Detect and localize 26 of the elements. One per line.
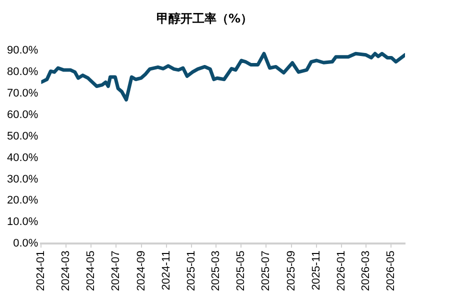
x-tick-label: 2025-01 <box>186 250 198 292</box>
y-tick-label: 40.0% <box>6 152 38 164</box>
x-tick-label: 2025-03 <box>210 250 222 292</box>
y-tick-label: 50.0% <box>6 130 38 142</box>
x-tick-label: 2024-05 <box>84 250 97 292</box>
x-tick-label: 2024-01 <box>35 250 48 292</box>
y-tick-label: 90.0% <box>6 44 38 56</box>
x-tick-label: 2024-09 <box>136 250 148 292</box>
x-tick-label: 2025-05 <box>235 250 248 292</box>
y-tick-label: 10.0% <box>6 216 38 228</box>
y-tick-label: 20.0% <box>6 194 38 207</box>
x-tick-label: 2025-09 <box>286 250 298 292</box>
x-tick-label: 2024-03 <box>60 250 72 292</box>
y-tick-label: 80.0% <box>6 66 38 78</box>
chart-title: 甲醇开工率（%） <box>156 11 253 26</box>
x-tick-label: 2025-07 <box>260 250 272 292</box>
x-tick-label: 2024-07 <box>110 250 122 292</box>
y-tick-label: 60.0% <box>6 108 38 121</box>
x-tick-label: 2024-11 <box>160 250 173 290</box>
y-tick-label: 70.0% <box>6 87 38 100</box>
y-tick-label: 0.0% <box>13 238 38 250</box>
x-tick-label: 2025-11 <box>310 250 323 290</box>
x-tick-label: 2026-05 <box>385 250 398 292</box>
y-tick-label: 30.0% <box>6 173 38 186</box>
x-tick-label: 2026-01 <box>336 250 348 292</box>
x-tick-label: 2026-03 <box>360 250 372 292</box>
